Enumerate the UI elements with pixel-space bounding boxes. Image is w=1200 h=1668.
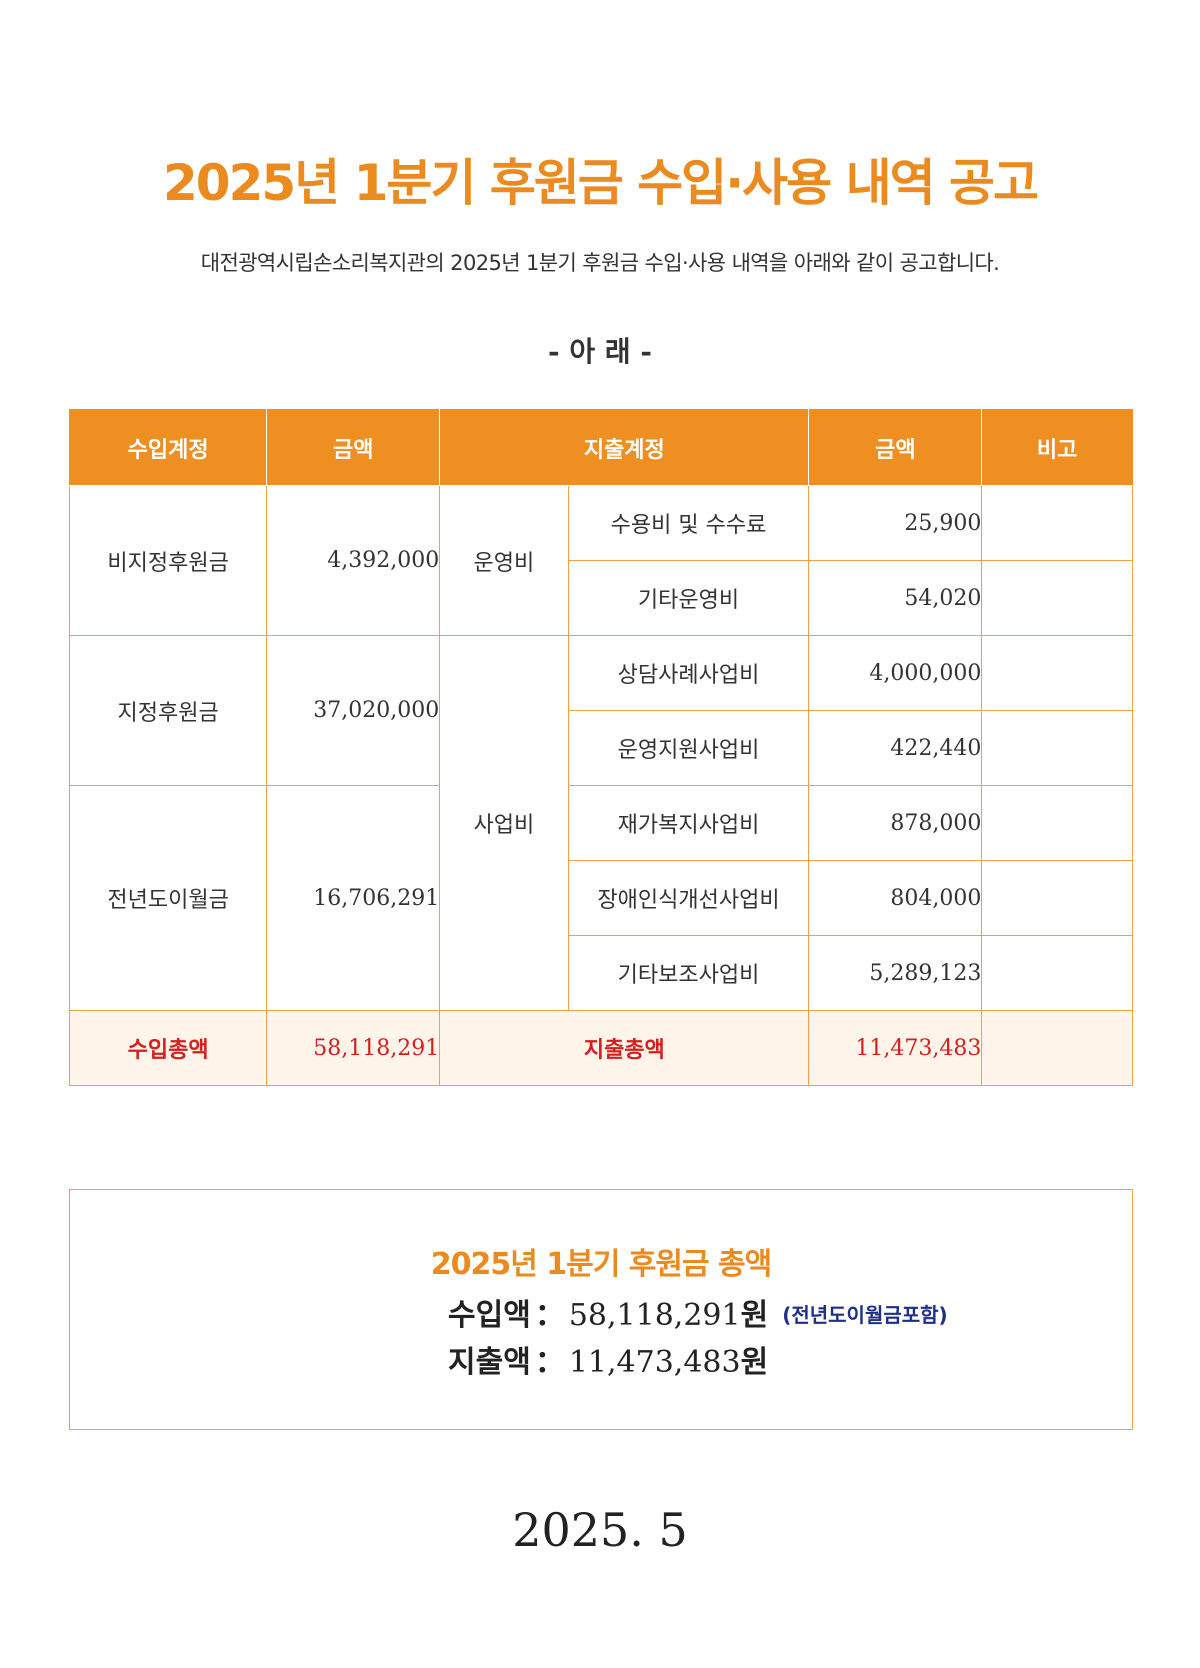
summary-income-label: 수입액 bbox=[448, 1298, 531, 1333]
remarks-cell bbox=[981, 560, 1133, 636]
announcement-text: 대전광역시립손소리복지관의 2025년 1분기 후원금 수입·사용 내역을 아래… bbox=[200, 251, 1000, 275]
income-total-label: 수입총액 bbox=[68, 1010, 268, 1086]
expense-amount-cell: 422,440 bbox=[808, 710, 983, 786]
remarks-cell bbox=[981, 710, 1133, 786]
table-row: 기타운영비 54,020 bbox=[70, 560, 1133, 636]
income-account-cell: 지정후원금 bbox=[68, 635, 268, 786]
summary-expense-value: 11,473,483 bbox=[568, 1345, 741, 1380]
header-expense-account: 지출계정 bbox=[439, 409, 810, 486]
summary-expense-line: 지출액： 11,473,483원 bbox=[448, 1342, 768, 1384]
summary-income-unit: 원 bbox=[740, 1298, 769, 1333]
table-header-row: 수입계정 금액 지출계정 금액 비고 bbox=[68, 409, 1133, 486]
expense-group-cell: 운영비 bbox=[439, 485, 569, 636]
summary-expense-label: 지출액 bbox=[448, 1345, 531, 1380]
expense-item-cell: 수용비 및 수수료 bbox=[567, 485, 810, 561]
header-remarks: 비고 bbox=[981, 409, 1133, 486]
income-account-cell: 비지정후원금 bbox=[68, 485, 268, 636]
remarks-cell bbox=[981, 785, 1133, 861]
expense-item-cell: 기타보조사업비 bbox=[567, 935, 810, 1011]
expense-item-cell: 상담사례사업비 bbox=[567, 635, 810, 711]
totals-row: 수입총액 58,118,291 지출총액 11,473,483 bbox=[68, 1010, 1133, 1086]
expense-total-label: 지출총액 bbox=[439, 1010, 810, 1086]
income-amount-cell: 4,392,000 bbox=[266, 485, 441, 636]
header-income-account: 수입계정 bbox=[68, 409, 268, 486]
expense-amount-cell: 25,900 bbox=[808, 485, 983, 561]
expense-amount-cell: 54,020 bbox=[808, 560, 983, 636]
summary-colon: ： bbox=[534, 1345, 565, 1380]
summary-box: 2025년 1분기 후원금 총액 수입액： 58,118,291원 (전년도이월금포… bbox=[69, 1189, 1133, 1430]
table-row: 전년도이월금 16,706,291 재가복지사업비 878,000 bbox=[68, 785, 1133, 1011]
remarks-cell bbox=[981, 635, 1133, 711]
income-amount-cell: 37,020,000 bbox=[266, 635, 441, 786]
donation-report-table: 수입계정 금액 지출계정 금액 비고 비지정후원금 4,392,000 운영비 … bbox=[68, 409, 1133, 1086]
summary-expense-unit: 원 bbox=[740, 1345, 769, 1380]
expense-amount-cell: 5,289,123 bbox=[808, 935, 983, 1011]
table-row: 기타보조사업비 5,289,123 bbox=[70, 935, 1133, 1011]
table-row: 지정후원금 37,020,000 사업비 상담사례사업비 4,000,000 bbox=[68, 635, 1133, 1011]
summary-income-note: (전년도이월금포함) bbox=[782, 1303, 948, 1327]
income-amount-cell: 16,706,291 bbox=[266, 785, 441, 1011]
table-row: 비지정후원금 4,392,000 운영비 수용비 및 수수료 25,900 bbox=[68, 485, 1133, 636]
page-title: 2025년 1분기 후원금 수입·사용 내역 공고 bbox=[163, 154, 1039, 212]
expense-item-cell: 장애인식개선사업비 bbox=[567, 860, 810, 936]
summary-colon: ： bbox=[534, 1298, 565, 1333]
expense-item-cell: 기타운영비 bbox=[567, 560, 810, 636]
expense-group-cell: 사업비 bbox=[439, 635, 569, 1011]
expense-amount-cell: 4,000,000 bbox=[808, 635, 983, 711]
remarks-cell bbox=[981, 860, 1133, 936]
remarks-cell bbox=[981, 1010, 1133, 1086]
summary-title: 2025년 1분기 후원금 총액 bbox=[430, 1247, 773, 1282]
expense-amount-cell: 878,000 bbox=[808, 785, 983, 861]
income-account-cell: 전년도이월금 bbox=[68, 785, 268, 1011]
summary-income-line: 수입액： 58,118,291원 (전년도이월금포함) bbox=[448, 1294, 948, 1337]
summary-income-value: 58,118,291 bbox=[568, 1298, 741, 1333]
expense-item-cell: 운영지원사업비 bbox=[567, 710, 810, 786]
header-expense-amount: 금액 bbox=[808, 409, 983, 486]
announcement-date: 2025. 5 bbox=[512, 1503, 688, 1557]
below-label: - 아 래 - bbox=[547, 335, 652, 368]
remarks-cell bbox=[981, 935, 1133, 1011]
table-row: 운영지원사업비 422,440 bbox=[70, 710, 1133, 786]
remarks-cell bbox=[981, 485, 1133, 561]
income-total-amount: 58,118,291 bbox=[266, 1010, 441, 1086]
expense-item-cell: 재가복지사업비 bbox=[567, 785, 810, 861]
header-income-amount: 금액 bbox=[266, 409, 441, 486]
expense-amount-cell: 804,000 bbox=[808, 860, 983, 936]
expense-total-amount: 11,473,483 bbox=[808, 1010, 983, 1086]
